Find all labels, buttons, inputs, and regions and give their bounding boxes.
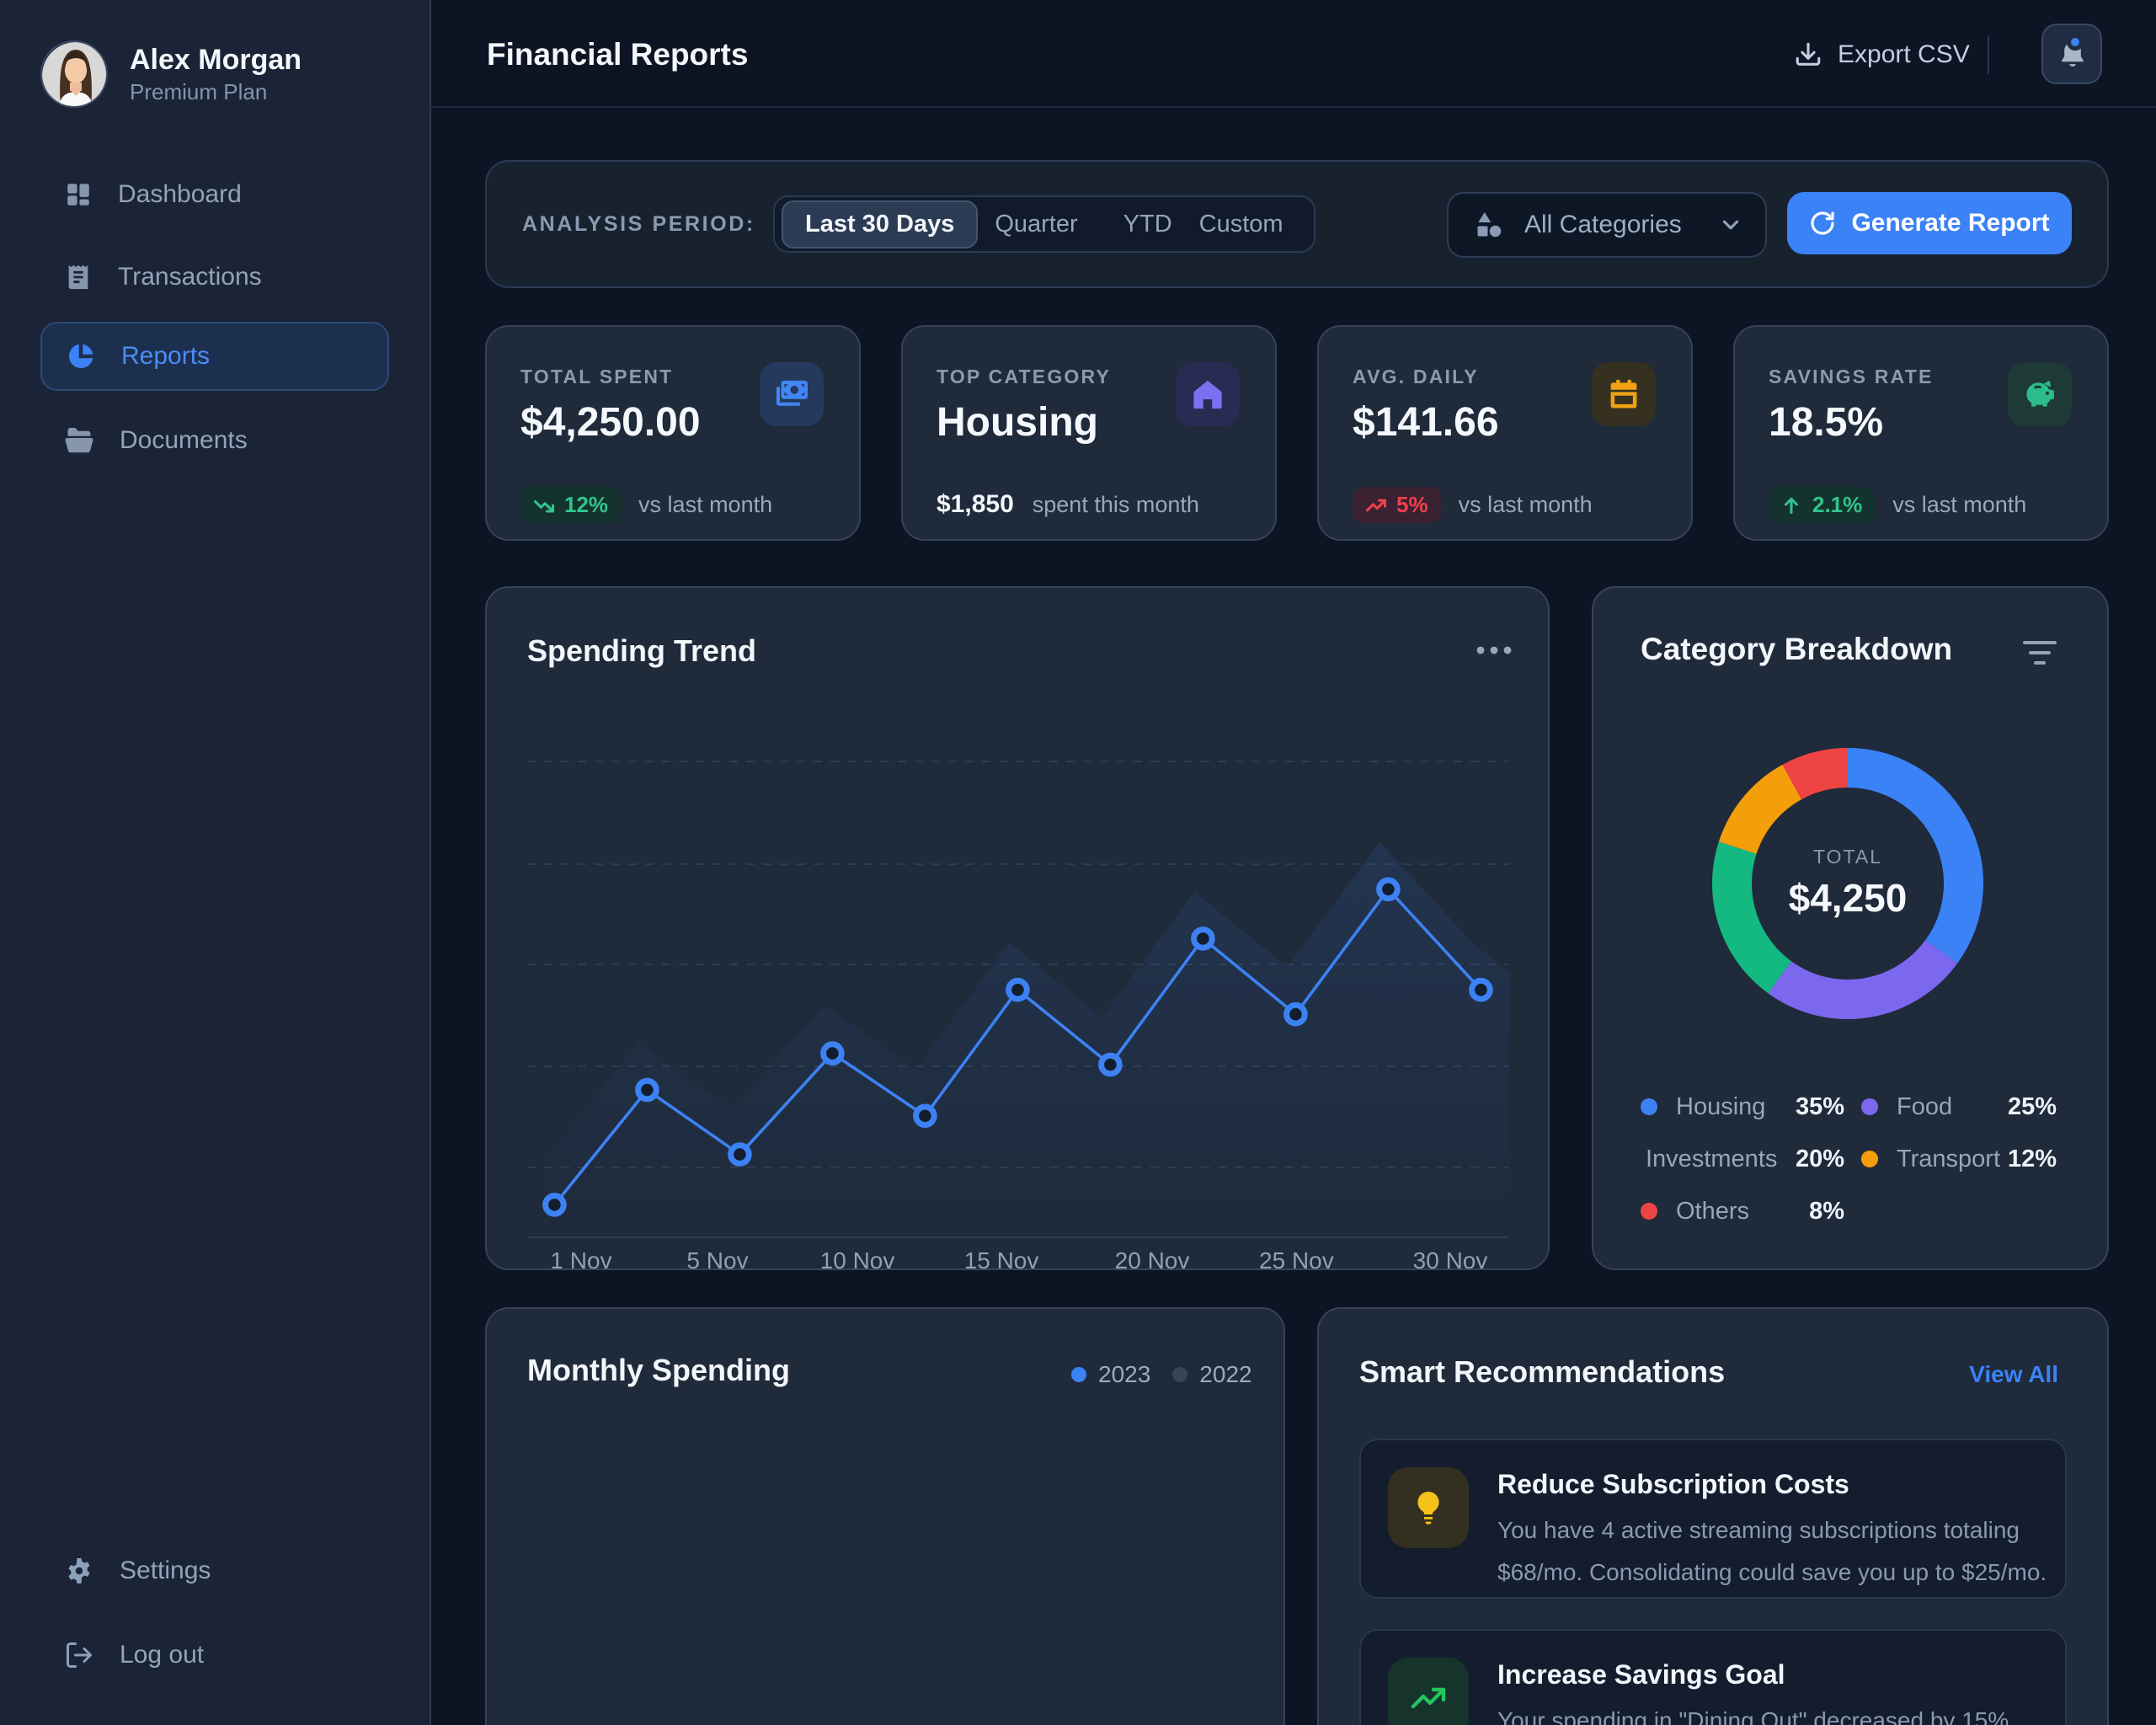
svg-text:$4,250: $4,250 xyxy=(1789,876,1908,920)
svg-text:TOTAL: TOTAL xyxy=(1813,846,1882,868)
svg-text:5 Nov: 5 Nov xyxy=(686,1247,748,1272)
svg-text:30 Nov: 30 Nov xyxy=(1413,1247,1488,1272)
svg-text:1 Nov: 1 Nov xyxy=(550,1247,611,1272)
svg-text:25 Nov: 25 Nov xyxy=(1259,1247,1334,1272)
svg-text:10 Nov: 10 Nov xyxy=(820,1247,895,1272)
svg-text:15 Nov: 15 Nov xyxy=(964,1247,1039,1272)
svg-text:20 Nov: 20 Nov xyxy=(1115,1247,1190,1272)
